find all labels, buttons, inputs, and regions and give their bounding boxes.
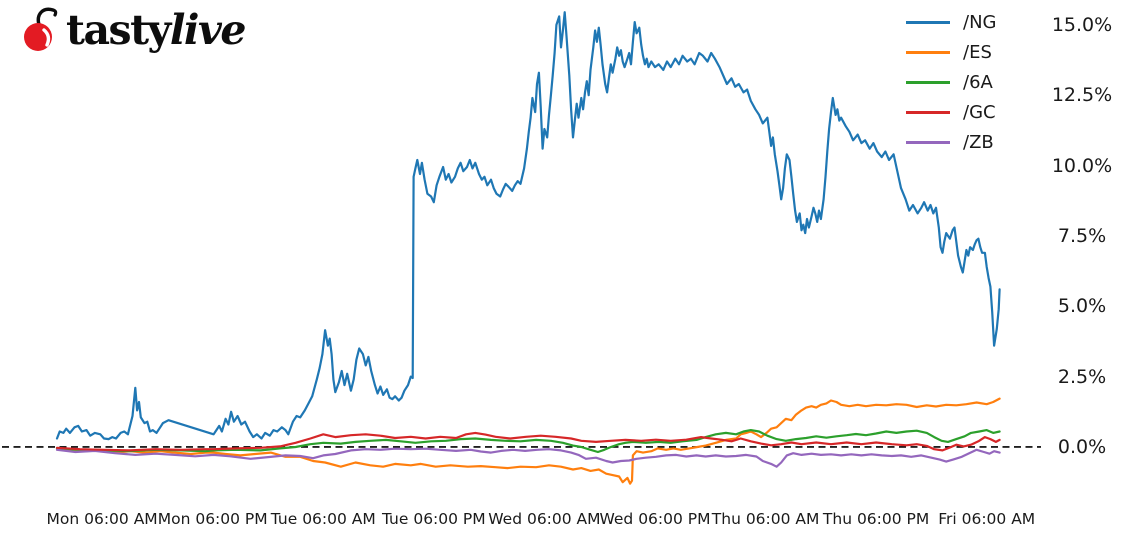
series-line-gc [55,431,1001,452]
series-line-zb [55,447,1001,468]
legend-item-6a: /6A [906,67,996,97]
cherry-icon [20,4,62,58]
legend-item-ng: /NG [906,7,996,37]
legend-line-swatch-es [906,50,950,54]
legend-line-swatch-zb [906,140,950,144]
legend-label-ng: /NG [963,11,997,33]
brand-wordmark: tastylive [66,9,246,51]
chart-legend: /NG /ES /6A /GC /ZB [906,7,996,157]
legend-item-zb: /ZB [906,127,996,157]
x-tick-label: Tue 06:00 AM [270,510,376,528]
series-line-ng [55,11,1001,441]
y-tick-label: 7.5% [1057,224,1107,247]
y-tick-label: 0.0% [1057,436,1107,458]
legend-line-swatch-gc [906,110,950,114]
legend-label-zb: /ZB [963,131,994,153]
y-tick-label: 5.0% [1057,295,1107,318]
x-tick-label: Mon 06:00 AM [46,510,158,528]
x-tick-label: Wed 06:00 AM [488,510,601,528]
brand-live: live [169,5,247,54]
legend-label-gc: /GC [963,101,996,123]
x-tick-label: Thu 06:00 AM [711,510,820,528]
series-line-6a [55,429,1001,454]
x-tick-label: Thu 06:00 PM [822,510,930,528]
x-tick-label: Mon 06:00 PM [157,510,268,528]
legend-item-gc: /GC [906,97,996,127]
y-tick-label: 15.0% [1051,13,1113,36]
legend-item-es: /ES [906,37,996,67]
tastylive-logo: tastylive [20,4,246,58]
y-tick-label: 10.0% [1051,154,1113,177]
legend-label-es: /ES [963,41,992,63]
legend-line-swatch-ng [906,20,950,24]
legend-line-swatch-6a [906,80,950,84]
x-tick-label: Fri 06:00 AM [938,510,1036,528]
x-tick-label: Wed 06:00 PM [599,510,711,528]
legend-label-6a: /6A [963,71,993,93]
y-tick-label: 2.5% [1057,365,1107,388]
brand-tasty: tasty [66,5,171,54]
x-tick-label: Tue 06:00 PM [381,510,486,528]
y-tick-label: 12.5% [1051,84,1113,107]
